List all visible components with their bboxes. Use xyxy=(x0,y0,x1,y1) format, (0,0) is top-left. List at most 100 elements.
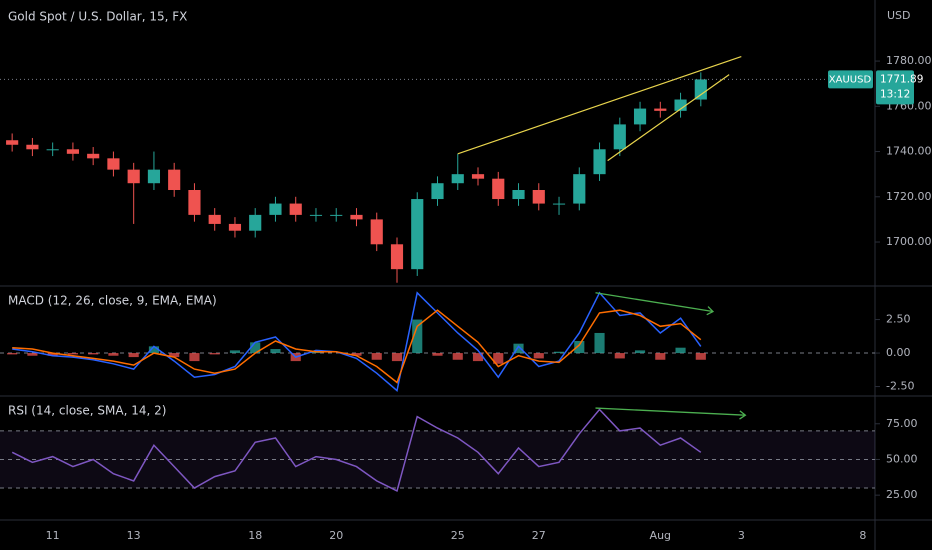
candle-body xyxy=(168,169,181,190)
candle-body xyxy=(289,203,302,215)
x-tick-label: 13 xyxy=(127,529,141,542)
price-badge xyxy=(876,70,914,105)
histogram-bar xyxy=(128,353,139,358)
candle-body xyxy=(87,153,100,159)
y-tick-label: 25.00 xyxy=(886,488,918,501)
candle-body xyxy=(411,199,424,270)
histogram-bar xyxy=(229,350,241,354)
divergence-arrow xyxy=(595,407,746,416)
x-tick-label: 25 xyxy=(451,529,465,542)
trendline xyxy=(457,55,742,155)
y-tick-label: 1700.00 xyxy=(886,235,932,248)
x-tick-label: Aug xyxy=(650,529,671,542)
trendline xyxy=(607,74,730,162)
histogram-bar xyxy=(634,350,646,354)
histogram-bar xyxy=(270,349,281,354)
histogram-bar xyxy=(351,353,362,356)
candle-body xyxy=(249,214,262,231)
candle-body xyxy=(228,223,242,231)
histogram-bar xyxy=(614,353,625,359)
candle-body xyxy=(127,169,140,184)
candle-body xyxy=(46,149,59,151)
histogram-bar xyxy=(371,353,382,360)
candle-body xyxy=(370,219,383,245)
indicator-line xyxy=(12,309,702,384)
candle-body xyxy=(147,169,161,184)
candle-body xyxy=(593,149,606,175)
x-tick-label: 27 xyxy=(532,529,546,542)
candle-body xyxy=(269,203,282,215)
indicator-line xyxy=(12,291,702,392)
histogram-bar xyxy=(108,353,119,356)
histogram-bar xyxy=(655,353,666,360)
candle-body xyxy=(512,190,525,200)
y-tick-label: 2.50 xyxy=(886,313,911,326)
histogram-bar xyxy=(88,353,99,355)
candle-body xyxy=(330,214,343,216)
histogram-bar xyxy=(675,347,686,354)
histogram-bar xyxy=(148,346,159,354)
candle-body xyxy=(66,149,79,154)
candle-body xyxy=(431,183,444,200)
x-tick-label: 20 xyxy=(329,529,343,542)
candle-body xyxy=(208,214,221,224)
y-tick-label: 0.00 xyxy=(886,346,911,359)
candle-body xyxy=(674,99,687,111)
currency: USD xyxy=(887,9,911,22)
histogram-bar xyxy=(169,353,180,358)
candle-body xyxy=(492,178,505,200)
histogram-bar xyxy=(7,353,18,355)
candle-body xyxy=(390,244,404,270)
candle-body xyxy=(532,190,545,204)
candle-body xyxy=(6,140,19,145)
candle-body xyxy=(26,144,39,150)
y-tick-label: 1720.00 xyxy=(886,190,932,203)
histogram-bar xyxy=(412,319,423,354)
histogram-bar xyxy=(594,332,605,354)
candle-body xyxy=(451,174,464,184)
symbol-label: XAUUSD xyxy=(829,74,872,85)
x-tick-label: 8 xyxy=(859,529,866,542)
histogram-bar xyxy=(533,353,544,359)
y-tick-label: 1740.00 xyxy=(886,145,932,158)
x-tick-label: 3 xyxy=(738,529,745,542)
histogram-bar xyxy=(493,353,504,364)
histogram-bar xyxy=(553,351,565,354)
candle-body xyxy=(350,214,363,220)
histogram-bar xyxy=(513,343,524,354)
histogram-bar xyxy=(391,353,403,362)
candle-body xyxy=(654,108,667,111)
candle-body xyxy=(613,124,626,150)
histogram-bar xyxy=(189,353,200,362)
divergence-arrow xyxy=(595,292,714,313)
histogram-bar xyxy=(47,353,58,356)
histogram-bar xyxy=(209,353,220,355)
histogram-bar xyxy=(250,342,261,354)
symbol-badge xyxy=(828,70,873,89)
y-tick-label: -2.50 xyxy=(886,380,914,393)
arrow-head xyxy=(706,306,715,316)
candle-body xyxy=(633,108,647,125)
indicator-line xyxy=(11,408,702,492)
histogram-bar xyxy=(472,353,484,362)
histogram-bar xyxy=(432,353,443,356)
candle-body xyxy=(188,190,201,215)
macd-title: MACD (12, 26, close, 9, EMA, EMA) xyxy=(8,294,217,308)
chart-title: Gold Spot / U.S. Dollar, 15, FX xyxy=(8,10,187,24)
candle-body xyxy=(471,174,485,179)
rsi-title: RSI (14, close, SMA, 14, 2) xyxy=(8,404,166,418)
histogram-bar xyxy=(67,353,78,355)
candle-body xyxy=(552,203,566,205)
candle-body xyxy=(694,79,707,100)
candle-body xyxy=(573,174,586,204)
y-tick-label: 75.00 xyxy=(886,417,918,430)
last-price-label: 1771.89 xyxy=(880,73,923,85)
histogram-bar xyxy=(695,353,706,360)
histogram-bar xyxy=(574,341,585,354)
countdown-label: 13:12 xyxy=(880,88,910,100)
y-tick-label: 1780.00 xyxy=(886,54,932,67)
histogram-bar xyxy=(452,353,463,360)
